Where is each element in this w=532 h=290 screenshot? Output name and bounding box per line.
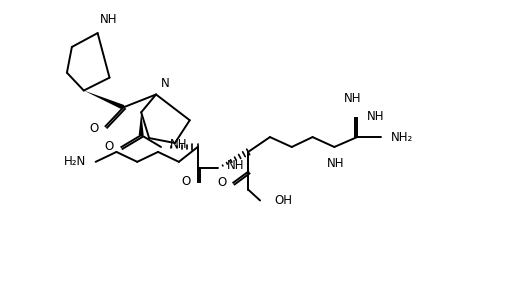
Text: O: O	[89, 122, 98, 135]
Text: NH: NH	[227, 159, 245, 172]
Text: OH: OH	[274, 194, 292, 207]
Polygon shape	[84, 90, 124, 110]
Text: O: O	[104, 140, 113, 153]
Text: NH: NH	[170, 139, 187, 151]
Text: NH₂: NH₂	[391, 130, 413, 144]
Text: NH: NH	[327, 157, 344, 170]
Text: H₂N: H₂N	[63, 155, 86, 168]
Text: NH: NH	[367, 110, 385, 123]
Text: O: O	[217, 176, 227, 189]
Polygon shape	[139, 112, 144, 135]
Text: NH: NH	[344, 93, 361, 105]
Text: N: N	[161, 77, 170, 90]
Text: NH: NH	[99, 13, 117, 26]
Text: O: O	[181, 175, 191, 188]
